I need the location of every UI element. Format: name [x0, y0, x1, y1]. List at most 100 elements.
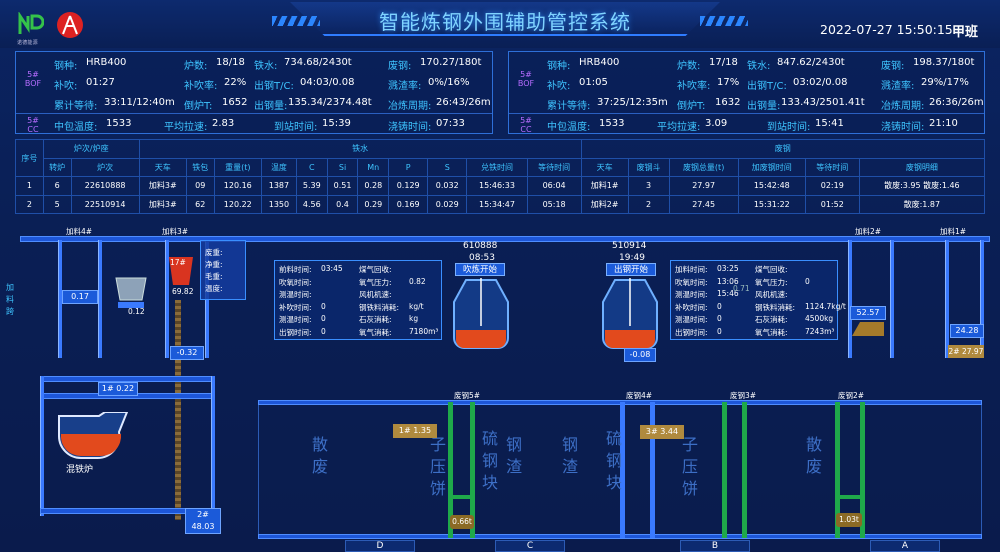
scrap-bucket-icon	[852, 322, 884, 336]
label: 补吹:	[54, 81, 78, 92]
info-label: 氧气消耗:	[755, 327, 788, 337]
table-cell: 5.39	[295, 176, 328, 196]
ladle-weight: 69.82	[172, 287, 194, 296]
label: 平均拉速:	[657, 122, 701, 133]
value: 1652	[222, 97, 248, 108]
crane-post	[980, 240, 984, 358]
table-cell: P	[388, 157, 429, 177]
crane-weight: -0.32	[170, 346, 204, 360]
label: 出钢T/C:	[254, 81, 294, 92]
crane-label: 废钢4#	[626, 391, 653, 400]
status-badge: 吹炼开始	[455, 263, 505, 276]
page-title: 智能炼钢外围辅助管控系统	[379, 10, 631, 34]
value: 01:27	[86, 77, 115, 88]
label: 补吹率:	[184, 81, 218, 92]
table-cell: 1350	[260, 194, 297, 214]
bof-tag: 5# BOF	[24, 70, 42, 88]
value: 21:10	[929, 118, 958, 129]
table-cell: 0.51	[326, 176, 359, 196]
value: 15:41	[815, 118, 844, 129]
table-cell: 15:34:47	[466, 194, 528, 214]
label: 累计等待:	[547, 101, 591, 112]
info-value: 0	[321, 301, 326, 311]
value: 29%/17%	[921, 77, 969, 88]
info-value: 7243m³	[805, 326, 835, 336]
crane-label: 废钢3#	[730, 391, 757, 400]
table-cell: 02:19	[804, 176, 860, 196]
converter-info-left: 前料时间: 03:45 煤气回收: 吹氧时间: 氧气压力: 0.82 测温时间: 风机机速: 补…	[274, 260, 442, 340]
crane-post	[890, 240, 894, 358]
table-row: 1 6 22610888 加料3# 09 120.16 1387 5.39 0.51 0.28 0.…	[15, 176, 986, 196]
table-cell: 62	[185, 194, 215, 214]
value: 18/18	[216, 57, 245, 68]
bay-label: 加料跨	[6, 283, 14, 316]
table-cell: 铁包	[185, 157, 215, 177]
table-cell: 0.4	[326, 194, 359, 214]
divider	[509, 113, 984, 114]
info-label: 煤气回收:	[755, 265, 788, 274]
label: 废钢:	[388, 61, 412, 72]
label: 补吹:	[547, 81, 571, 92]
mixer-post	[40, 376, 44, 516]
table-cell: 0.129	[388, 176, 429, 196]
chain	[175, 300, 181, 520]
info-value: 03:25	[717, 264, 739, 273]
shift-label: 甲班	[952, 25, 979, 40]
table-cell: 炉次/炉座	[42, 139, 140, 159]
info-label: 出钢时间:	[279, 327, 312, 337]
table-cell: 废钢明细	[858, 157, 986, 177]
scrap-weight: 0.66t	[450, 515, 474, 529]
right-furnace-panel: 5# BOF 5# CC 钢种: HRB400 炉数: 17/18 铁水: 847.62/…	[508, 51, 985, 134]
info-label: 加料时间:	[675, 265, 708, 274]
info-label: 石灰消耗:	[755, 315, 788, 324]
table-cell: 0.032	[427, 176, 468, 196]
crane-label: 加料2#	[855, 227, 882, 236]
value: 01:05	[579, 77, 608, 88]
table-cell: 22610888	[70, 176, 140, 196]
label: 出钢量:	[747, 101, 781, 112]
crane-leg	[448, 402, 453, 538]
info-label: 氧气压力:	[359, 277, 392, 287]
mixer-post	[211, 376, 215, 516]
label: 炉数:	[184, 61, 208, 72]
info-value: 7180m³	[409, 326, 439, 336]
crane-leg	[742, 402, 747, 538]
table-cell: 等待时间	[804, 157, 860, 177]
heat-time: 19:49	[619, 253, 645, 263]
ladle-icon	[115, 277, 147, 308]
table-cell: 06:04	[526, 176, 582, 196]
value: 170.27/180t	[420, 57, 482, 68]
value: 17/18	[709, 57, 738, 68]
ladle-id: 17#	[170, 258, 186, 267]
scrap-bucket: 3# 3.44	[640, 425, 684, 439]
table-cell: 废钢斗	[627, 157, 670, 177]
table-cell: 1	[15, 176, 44, 196]
menu-item: 温度:	[205, 284, 223, 293]
label: 溅渣率:	[388, 81, 422, 92]
nd-logo-icon	[18, 12, 44, 34]
table-cell: 27.45	[668, 194, 739, 214]
info-label: 补吹时间:	[675, 302, 708, 312]
value: HRB400	[86, 57, 127, 68]
weight-menu: 废重: 净重: 毛重: 温度:	[200, 240, 246, 300]
crane-beam	[835, 495, 865, 499]
value: 33:11/12:40m	[104, 97, 175, 108]
converter-value: -0.08	[624, 348, 656, 362]
table-cell: 温度	[260, 157, 297, 177]
info-label: 钢铁料消耗:	[359, 302, 400, 312]
info-value: 0	[321, 326, 326, 336]
table-cell: 05:18	[526, 194, 582, 214]
crane-label: 废钢5#	[454, 391, 481, 400]
info-label: 测温时间:	[675, 290, 708, 299]
info-label: 风机机速:	[359, 290, 392, 299]
table-cell: 22510914	[70, 194, 140, 214]
info-value: kg/t	[409, 301, 424, 311]
label: 出钢量:	[254, 101, 288, 112]
company-logo-icon	[57, 12, 83, 38]
crane-leg	[650, 402, 655, 538]
table-cell: 15:46:33	[466, 176, 528, 196]
info-value: kg	[409, 314, 419, 323]
crane-weight: 0.17	[62, 290, 98, 304]
label: 炉数:	[677, 61, 701, 72]
label: 浇铸时间:	[388, 122, 432, 133]
